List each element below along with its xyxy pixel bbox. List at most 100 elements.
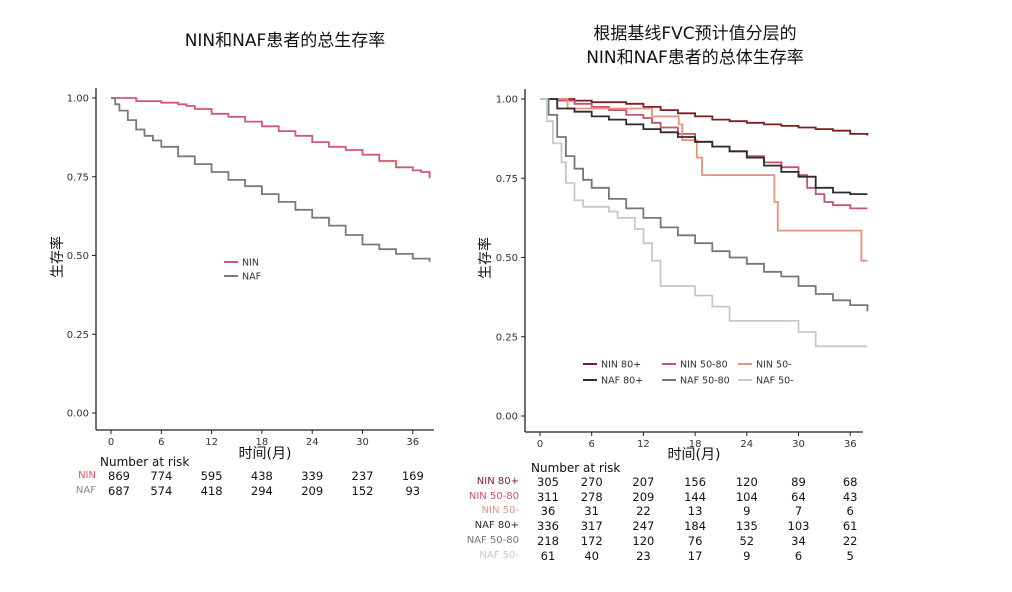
risk-cell: 34: [791, 533, 806, 548]
risk-cell: 6: [794, 548, 803, 563]
risk-cell: 172: [580, 533, 603, 548]
risk-row-label: NAF: [75, 485, 96, 496]
risk-row-label: NAF 50-: [479, 549, 519, 561]
series-line-nin-80-: [540, 98, 869, 136]
x-tick-label: 24: [740, 439, 753, 450]
series-line-naf-50-80: [540, 98, 869, 312]
x-tick-label: 0: [108, 437, 114, 448]
legend-label: NAF 50-80: [680, 376, 730, 387]
risk-cell: 135: [735, 519, 758, 534]
legend-label: NAF 50-: [756, 376, 794, 387]
x-tick-label: 12: [205, 437, 218, 448]
y-tick-label: 0.25: [67, 330, 89, 341]
risk-cell: 120: [632, 533, 655, 548]
risk-cell: 209: [301, 484, 324, 498]
risk-cell: 9: [743, 504, 751, 519]
x-tick-label: 6: [158, 437, 164, 448]
risk-cell: 336: [537, 519, 559, 534]
risk-cell: 278: [580, 489, 603, 504]
x-tick-label: 36: [406, 437, 419, 448]
series-line-naf-80-: [540, 98, 868, 195]
series-line-nin: [111, 97, 431, 179]
risk-cell: 89: [791, 475, 806, 489]
x-axis-label: 时间(月): [668, 447, 721, 463]
risk-cell: 7: [794, 504, 803, 519]
legend-label: NAF 80+: [601, 376, 643, 387]
chart2-title-line2: NIN和NAF患者的总体生存率: [586, 48, 804, 68]
x-tick-label: 30: [356, 437, 369, 448]
y-tick-label: 0.75: [496, 174, 518, 185]
risk-cell: 218: [537, 533, 559, 548]
x-tick-label: 30: [792, 439, 805, 450]
risk-cell: 152: [351, 484, 374, 498]
y-axis-label: 生存率: [477, 237, 494, 279]
series-line-naf: [111, 97, 431, 262]
risk-cell: 595: [200, 469, 223, 483]
risk-cell: 156: [684, 475, 707, 489]
risk-row-label: NIN: [78, 470, 96, 481]
risk-cell: 40: [584, 548, 599, 563]
risk-cell: 294: [250, 484, 273, 498]
y-tick-label: 0.25: [496, 332, 518, 343]
risk-cell: 120: [735, 475, 758, 489]
risk-cell: 687: [108, 484, 130, 498]
risk-cell: 13: [687, 504, 703, 519]
series-line-nin-50-80: [540, 98, 868, 210]
risk-cell: 869: [108, 469, 130, 483]
risk-cell: 774: [150, 469, 173, 483]
x-tick-label: 18: [256, 437, 269, 448]
x-tick-label: 36: [844, 439, 857, 450]
risk-table-header: Number at risk: [531, 461, 621, 475]
risk-table-header: Number at risk: [100, 455, 190, 469]
risk-cell: 305: [537, 475, 559, 489]
risk-cell: 22: [636, 504, 651, 519]
risk-cell: 237: [351, 469, 374, 483]
risk-cell: 169: [401, 469, 424, 483]
risk-cell: 311: [537, 489, 559, 504]
risk-cell: 36: [540, 504, 556, 519]
risk-cell: 76: [687, 533, 703, 548]
risk-cell: 209: [632, 489, 655, 504]
risk-row-label: NIN 80+: [476, 476, 519, 487]
x-tick-label: 6: [589, 439, 595, 450]
chart2-title-line1: 根据基线FVC预计值分层的: [593, 24, 797, 44]
legend-label: NIN 50-: [756, 360, 792, 371]
risk-cell: 93: [405, 484, 421, 498]
risk-cell: 339: [301, 469, 324, 483]
risk-row-label: NAF 80+: [474, 520, 519, 532]
risk-cell: 5: [846, 548, 854, 563]
risk-cell: 317: [580, 519, 603, 534]
y-tick-label: 1.00: [67, 94, 89, 105]
chart2-title: 根据基线FVC预计值分层的 NIN和NAF患者的总体生存率: [500, 22, 890, 70]
risk-cell: 418: [200, 484, 223, 498]
risk-row-label: NIN 50-: [481, 505, 519, 517]
risk-cell: 184: [684, 519, 707, 534]
risk-cell: 247: [632, 519, 655, 534]
risk-cell: 103: [787, 519, 810, 534]
x-tick-label: 18: [689, 439, 702, 450]
risk-cell: 61: [540, 548, 556, 563]
legend-label: NIN 50-80: [680, 360, 728, 371]
legend-label: NIN 80+: [601, 360, 641, 371]
chart1-title: NIN和NAF患者的总生存率: [184, 31, 386, 51]
y-tick-label: 0.00: [67, 409, 89, 420]
risk-cell: 6: [846, 504, 854, 519]
y-tick-label: 0.50: [496, 253, 518, 264]
risk-row-label: NAF 50-80: [466, 534, 519, 546]
legend-label: NIN: [242, 258, 259, 269]
x-tick-label: 0: [537, 439, 543, 450]
y-axis-label: 生存率: [49, 236, 66, 278]
risk-cell: 144: [684, 489, 707, 504]
legend-label: NAF: [242, 272, 261, 283]
risk-cell: 207: [632, 475, 655, 489]
risk-cell: 68: [842, 475, 858, 489]
risk-cell: 64: [791, 489, 806, 504]
risk-cell: 104: [735, 489, 758, 504]
risk-cell: 61: [842, 519, 858, 534]
risk-row-label: NIN 50-80: [468, 490, 519, 502]
risk-cell: 31: [584, 504, 599, 519]
risk-cell: 438: [250, 469, 273, 483]
series-line-naf-50-: [540, 98, 868, 348]
